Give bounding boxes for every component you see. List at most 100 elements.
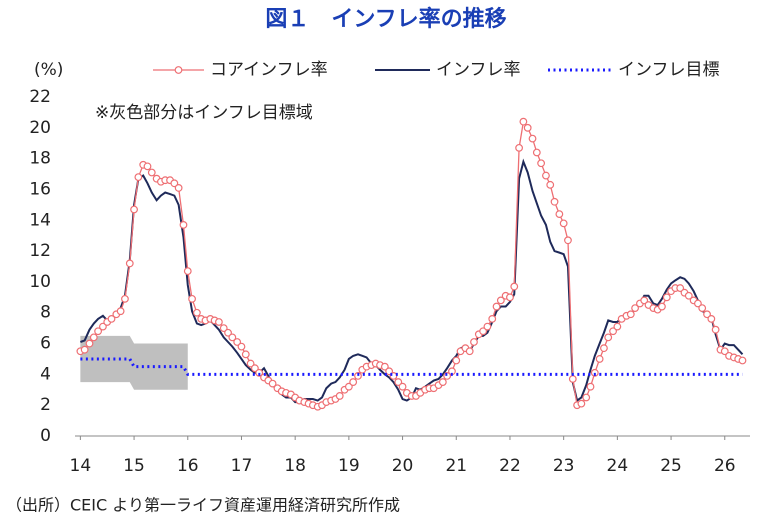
data-point: [492, 302, 501, 311]
data-point: [116, 307, 125, 316]
y-tick-label: 22: [29, 87, 51, 107]
data-point: [80, 345, 89, 354]
data-point: [147, 168, 156, 177]
data-point: [698, 304, 707, 313]
data-point: [233, 338, 242, 346]
x-tick-label: 22: [499, 456, 521, 476]
data-point: [684, 291, 693, 300]
y-tick-label: 12: [29, 241, 51, 261]
data-point: [250, 364, 259, 373]
data-point: [676, 284, 685, 292]
data-point: [94, 327, 102, 336]
data-point: [662, 293, 671, 302]
annotation: ※灰色部分はインフレ目標域: [95, 103, 313, 123]
data-point: [609, 327, 617, 336]
data-point: [613, 322, 622, 331]
data-point: [219, 324, 228, 333]
data-point: [354, 372, 362, 380]
x-tick-label: 20: [392, 456, 414, 476]
y-tick-label: 2: [40, 395, 51, 415]
data-point: [626, 310, 635, 319]
data-point: [470, 338, 478, 346]
data-point: [479, 327, 488, 336]
data-point: [143, 162, 152, 171]
series-line: [80, 357, 743, 376]
data-point: [237, 342, 246, 351]
data-point: [496, 296, 505, 305]
data-point: [488, 314, 497, 323]
data-point: [215, 318, 223, 326]
data-point: [542, 171, 550, 180]
x-tick-label: 16: [177, 456, 199, 476]
data-point: [519, 117, 528, 126]
data-point: [99, 322, 107, 331]
data-point: [694, 299, 702, 308]
y-tick-label: 4: [40, 364, 51, 384]
data-point: [483, 322, 492, 331]
data-point: [85, 339, 94, 348]
y-tick-label: 18: [29, 149, 51, 169]
data-point: [246, 359, 255, 368]
y-tick-label: 16: [29, 179, 51, 199]
data-point: [125, 259, 134, 268]
data-point: [555, 210, 564, 219]
data-point: [170, 179, 179, 188]
data-point: [604, 333, 613, 342]
x-tick-label: 21: [445, 456, 467, 476]
data-point: [707, 314, 716, 323]
data-point: [241, 350, 250, 359]
data-point: [720, 347, 729, 356]
y-tick-label: 8: [40, 303, 51, 323]
data-point: [465, 347, 474, 356]
x-tick-label: 25: [660, 456, 682, 476]
data-point: [506, 293, 514, 302]
data-point: [559, 219, 568, 228]
data-point: [564, 236, 572, 245]
data-point: [590, 368, 599, 377]
y-tick-label: 6: [40, 334, 51, 354]
chart-title: 図１ インフレ率の推移: [265, 6, 506, 32]
data-point: [546, 180, 555, 189]
data-point: [438, 378, 447, 386]
x-tick-label: 24: [607, 456, 629, 476]
data-point: [568, 375, 577, 383]
data-point: [121, 294, 129, 303]
data-point: [268, 379, 277, 388]
x-tick-label: 19: [338, 456, 360, 476]
data-point: [228, 333, 237, 342]
data-point: [711, 325, 720, 334]
y-tick-label: 0: [40, 426, 51, 446]
legend-label: コアインフレ率: [210, 60, 328, 80]
data-point: [640, 296, 649, 305]
data-point: [344, 382, 353, 391]
y-tick-label: 14: [29, 210, 51, 230]
data-point: [600, 344, 608, 353]
data-point: [528, 134, 537, 143]
x-tick-label: 18: [284, 456, 306, 476]
data-point: [335, 392, 344, 400]
data-point: [532, 148, 541, 157]
data-point: [510, 282, 519, 291]
legend-label: インフレ目標: [618, 60, 720, 80]
data-point: [130, 205, 138, 214]
target-band: [80, 335, 188, 390]
data-point: [224, 328, 232, 337]
data-point: [738, 356, 747, 365]
data-point: [398, 382, 407, 391]
data-point: [577, 399, 586, 408]
data-point: [255, 368, 264, 377]
data-point: [595, 355, 604, 363]
data-point: [349, 378, 358, 386]
legend-marker: [174, 66, 183, 74]
data-point: [515, 143, 523, 152]
x-tick-label: 26: [714, 456, 736, 476]
source: （出所）CEIC より第一ライフ資産運用経済研究所作成: [6, 496, 400, 515]
data-point: [192, 308, 201, 317]
y-tick-label: 20: [29, 118, 51, 138]
data-point: [107, 314, 116, 323]
data-point: [537, 159, 546, 168]
data-point: [394, 378, 403, 386]
data-point: [134, 173, 143, 182]
data-point: [523, 123, 532, 132]
